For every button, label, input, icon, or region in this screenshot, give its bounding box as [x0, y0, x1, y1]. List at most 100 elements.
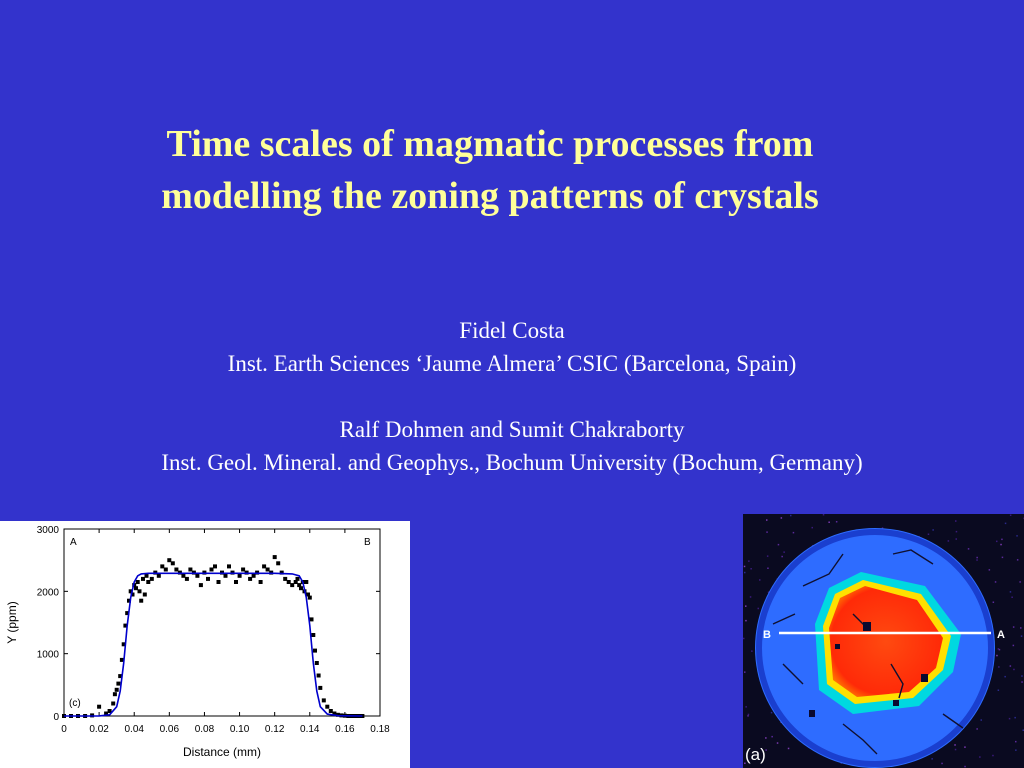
data-point — [262, 564, 267, 569]
noise-pixel — [1021, 675, 1023, 677]
chart-svg: 0 0.02 0.04 0.06 0.08 0.10 0.12 0.14 0.16 0.18 0 10… — [5, 525, 390, 759]
data-point — [111, 701, 116, 706]
x-axis-label: Distance (mm) — [183, 745, 261, 759]
noise-pixel — [947, 540, 950, 542]
x-tick-label: 0.16 — [335, 724, 355, 735]
noise-pixel — [748, 560, 750, 562]
author-block: Fidel Costa Inst. Earth Sciences ‘Jaume … — [40, 314, 984, 479]
data-point — [321, 698, 326, 703]
data-point — [121, 642, 126, 647]
noise-pixel — [967, 548, 970, 550]
data-point — [297, 583, 302, 588]
x-tick-label: 0.12 — [265, 724, 285, 735]
noise-pixel — [994, 581, 997, 583]
data-point — [116, 681, 121, 686]
data-point — [156, 573, 161, 578]
data-point — [332, 711, 337, 716]
noise-pixel — [992, 601, 995, 603]
data-point — [181, 573, 186, 578]
data-point — [251, 573, 256, 578]
chart-label-b: B — [364, 537, 371, 548]
noise-pixel — [998, 666, 1000, 668]
noise-pixel — [767, 567, 769, 569]
data-point — [97, 704, 102, 709]
data-point — [184, 576, 189, 581]
x-tick-label: 0.02 — [89, 724, 109, 735]
x-tick-label: 0.08 — [195, 724, 215, 735]
map-panel-label: (a) — [745, 745, 766, 764]
noise-pixel — [751, 650, 753, 652]
noise-pixel — [1004, 522, 1007, 525]
noise-pixel — [749, 596, 752, 598]
data-point — [237, 573, 242, 578]
noise-pixel — [881, 527, 884, 529]
x-tick-label: 0.10 — [230, 724, 250, 735]
noise-pixel — [932, 529, 934, 531]
data-point — [195, 573, 200, 578]
noise-pixel — [757, 752, 759, 754]
noise-pixel — [1012, 644, 1015, 647]
y-tick-label: 3000 — [37, 525, 60, 536]
data-point — [130, 592, 135, 597]
data-point — [170, 561, 175, 566]
data-point — [318, 685, 323, 690]
noise-pixel — [745, 706, 747, 708]
noise-pixel — [988, 569, 991, 571]
data-point — [293, 580, 298, 584]
noise-pixel — [1009, 665, 1012, 667]
data-point — [234, 580, 238, 584]
noise-pixel — [1013, 668, 1015, 671]
profile-label-b: B — [763, 629, 771, 641]
data-point — [316, 673, 321, 678]
data-point — [241, 567, 246, 572]
noise-pixel — [927, 533, 930, 535]
data-point — [174, 567, 179, 572]
data-point — [304, 580, 309, 584]
y-axis-label: Y (ppm) — [5, 601, 19, 643]
x-tick-label: 0 — [61, 724, 67, 735]
noise-pixel — [955, 520, 957, 522]
noise-pixel — [747, 715, 749, 717]
noise-pixel — [787, 747, 790, 750]
noise-pixel — [955, 530, 958, 533]
noise-pixel — [777, 543, 780, 546]
model-curve — [63, 572, 363, 717]
data-point — [309, 617, 314, 622]
data-point — [283, 576, 288, 581]
noise-pixel — [954, 748, 957, 751]
data-point — [128, 589, 133, 594]
noise-pixel — [744, 571, 746, 574]
noise-pixel — [1021, 681, 1023, 683]
data-point — [216, 580, 221, 584]
data-point — [223, 573, 228, 578]
data-point — [163, 567, 168, 572]
crystal-cracks — [772, 549, 964, 755]
noise-pixel — [996, 654, 998, 657]
data-point — [279, 570, 284, 575]
noise-pixel — [1016, 559, 1019, 561]
data-point — [248, 576, 253, 581]
data-point — [299, 586, 303, 591]
author-name-1: Fidel Costa — [459, 318, 565, 343]
noise-pixel — [996, 540, 998, 543]
crystal-core — [829, 586, 943, 697]
data-point — [265, 567, 270, 572]
data-point — [290, 583, 295, 588]
data-point — [258, 580, 263, 584]
data-point — [146, 580, 151, 584]
data-point — [135, 580, 140, 584]
data-point — [160, 564, 165, 569]
spacer — [40, 380, 984, 413]
noise-pixel — [1019, 581, 1021, 583]
x-tick-label: 0.04 — [124, 724, 144, 735]
data-point — [137, 589, 142, 594]
crystal-map-image: B A (a) — [743, 514, 1024, 768]
data-point — [167, 558, 172, 563]
noise-pixel — [770, 711, 773, 714]
noise-pixel — [992, 754, 994, 757]
noise-pixel — [976, 559, 978, 561]
noise-pixel — [980, 719, 982, 721]
data-point — [112, 692, 117, 697]
data-point — [134, 586, 138, 591]
data-point — [114, 687, 119, 692]
